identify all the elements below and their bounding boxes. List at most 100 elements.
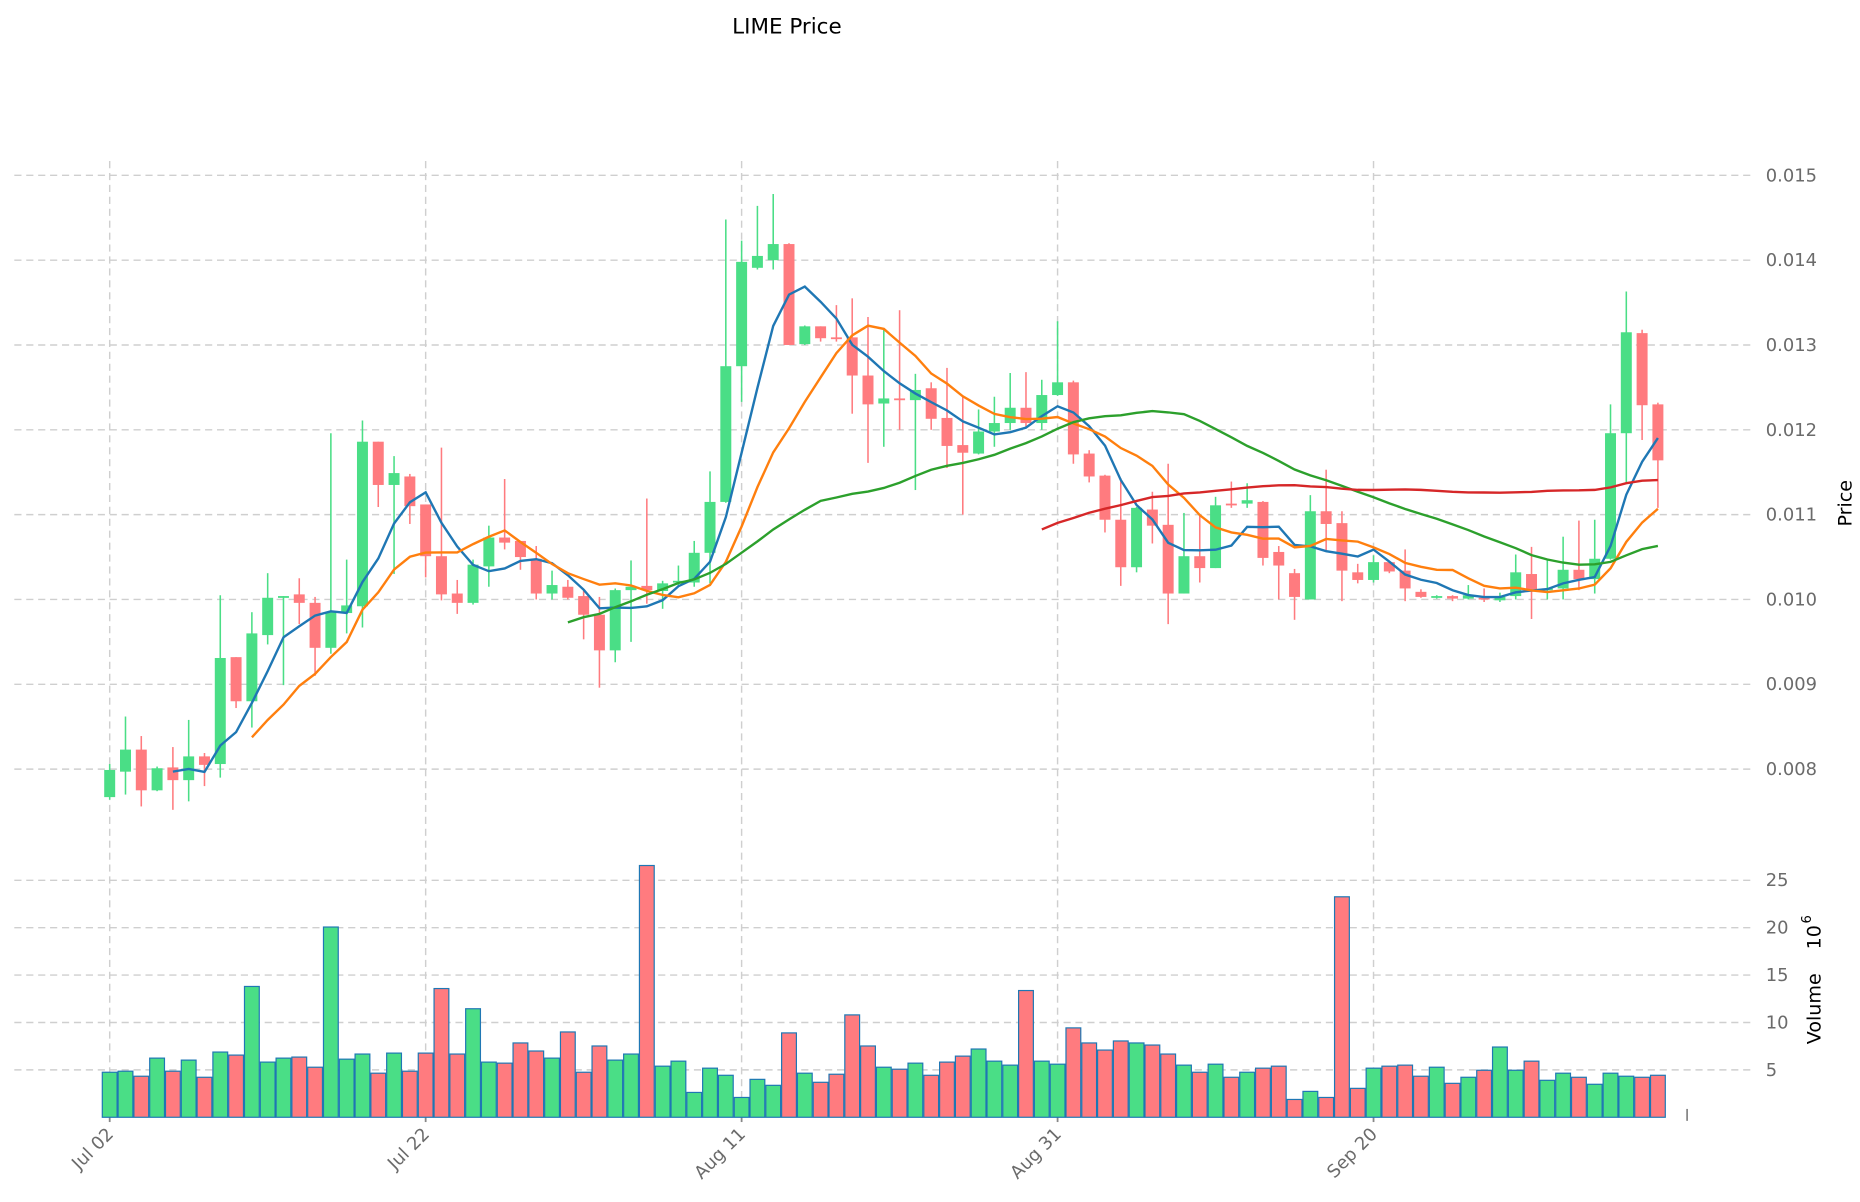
candle-body	[372, 441, 384, 485]
date-tick-label: Aug 11	[690, 1124, 750, 1184]
candle-body	[1336, 523, 1348, 571]
volume-bar	[243, 985, 260, 1118]
candle-body	[1605, 433, 1616, 559]
gridlines	[14, 161, 1753, 1115]
volume-axis-exponent-base: 10	[1804, 925, 1826, 949]
volume-bar	[180, 1059, 197, 1118]
candle-body	[1146, 509, 1158, 526]
volume-bar	[212, 1051, 229, 1118]
candle-body	[625, 586, 637, 591]
candle-body	[420, 504, 432, 557]
candle	[1415, 589, 1427, 598]
candle-body	[1257, 501, 1269, 558]
candle	[736, 240, 748, 402]
candle-body	[1383, 562, 1395, 572]
candle-body	[1052, 382, 1064, 396]
volume-bar	[544, 1057, 561, 1118]
candle-body	[404, 476, 416, 507]
candle-body	[246, 633, 258, 702]
candle	[1620, 291, 1632, 484]
candle	[830, 305, 842, 342]
candle	[1383, 561, 1395, 574]
volume-bar	[1017, 989, 1034, 1118]
volume-bar	[939, 1061, 955, 1118]
candle-body	[1004, 407, 1016, 424]
candle-body	[672, 580, 684, 583]
candle-body	[483, 537, 495, 567]
candle-body	[657, 583, 669, 591]
candle-body	[277, 596, 289, 598]
candle	[578, 590, 590, 640]
candle	[1636, 329, 1648, 440]
candle	[925, 382, 937, 430]
candle-body	[514, 540, 526, 558]
candle	[246, 612, 258, 728]
volume-bar	[907, 1062, 924, 1118]
candle	[1573, 520, 1585, 591]
candle	[1462, 585, 1474, 600]
volume-bar	[417, 1052, 434, 1118]
candle	[1557, 536, 1569, 600]
candle-body	[1320, 511, 1332, 524]
candle-body	[546, 585, 558, 594]
volume-bar	[1570, 1076, 1587, 1118]
candle	[1273, 546, 1285, 600]
candle-body	[1447, 596, 1459, 599]
candle	[499, 479, 511, 550]
volume-bar	[860, 1045, 876, 1118]
candle-body	[120, 749, 131, 772]
candle-body	[751, 255, 763, 268]
candle-body	[973, 431, 985, 454]
candle	[262, 573, 274, 645]
volume-bar	[1033, 1060, 1050, 1118]
volume-bar	[433, 987, 450, 1118]
candle	[957, 395, 969, 515]
volume-bar	[765, 1084, 782, 1118]
volume-bar	[449, 1053, 466, 1118]
volume-bar	[812, 1081, 829, 1118]
volume-bar	[1349, 1087, 1366, 1118]
candle	[420, 504, 432, 578]
volume-bar	[1476, 1069, 1493, 1118]
volume-bar	[1649, 1074, 1666, 1118]
price-tick-label: 0.009	[1766, 674, 1817, 695]
candle	[767, 194, 779, 270]
volume-bar	[338, 1058, 355, 1118]
volume-bar	[923, 1074, 940, 1118]
volume-bar	[954, 1055, 971, 1118]
candle	[562, 579, 574, 600]
candle	[277, 596, 289, 686]
moving-average-60-line	[1041, 478, 1658, 531]
candle-body	[815, 326, 827, 339]
volume-axis-label: Volume 10 6	[1800, 915, 1826, 1044]
candle	[1257, 501, 1269, 566]
volume-bar	[354, 1053, 371, 1118]
candle-body	[1494, 596, 1506, 601]
candle-body	[1526, 574, 1538, 590]
candle-body	[1131, 507, 1143, 568]
candle-body	[530, 558, 542, 594]
candle	[1526, 546, 1538, 619]
candle-body	[167, 767, 179, 781]
price-tick-label: 0.015	[1766, 165, 1817, 186]
candle-body	[957, 445, 969, 453]
volume-bar	[1523, 1060, 1540, 1118]
volume-bar	[370, 1072, 387, 1118]
candle	[467, 559, 479, 605]
candle-body	[593, 614, 605, 651]
volume-bar	[275, 1057, 292, 1118]
volume-bar	[1175, 1064, 1192, 1118]
candle-body	[1415, 591, 1427, 597]
volume-bar	[133, 1075, 150, 1118]
volume-bar	[717, 1074, 734, 1118]
volume-bar	[1286, 1098, 1303, 1118]
volume-bar	[970, 1048, 987, 1118]
candle	[609, 588, 621, 663]
volume-bar	[796, 1072, 813, 1118]
candle	[1541, 560, 1553, 600]
candle-body	[1620, 332, 1632, 434]
candle	[135, 736, 147, 807]
volume-axis-exponent: 6	[1800, 915, 1815, 923]
candle-body	[451, 593, 463, 603]
